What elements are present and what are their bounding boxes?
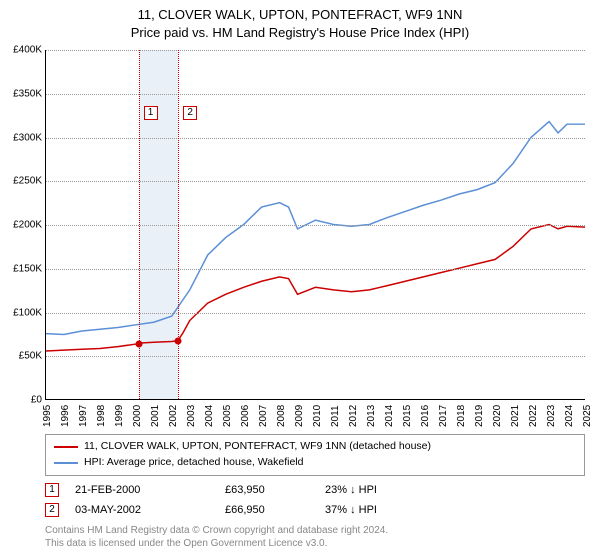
- title-address: 11, CLOVER WALK, UPTON, PONTEFRACT, WF9 …: [0, 6, 600, 24]
- data-point: [175, 338, 182, 345]
- marker-box-icon: 2: [45, 503, 59, 517]
- x-axis-label: 2010: [312, 405, 323, 427]
- x-axis-label: 2015: [402, 405, 413, 427]
- cell-price: £66,950: [225, 504, 325, 516]
- legend-swatch: [54, 446, 78, 448]
- legend-label: HPI: Average price, detached house, Wake…: [84, 455, 303, 471]
- cell-date: 03-MAY-2002: [75, 504, 225, 516]
- x-axis-label: 2006: [240, 405, 251, 427]
- gridline: [46, 225, 585, 226]
- x-axis-label: 2021: [510, 405, 521, 427]
- x-axis-label: 2019: [474, 405, 485, 427]
- y-axis-label: £300K: [13, 132, 46, 143]
- x-axis-label: 2020: [492, 405, 503, 427]
- legend-item: 11, CLOVER WALK, UPTON, PONTEFRACT, WF9 …: [54, 439, 576, 455]
- gridline: [46, 94, 585, 95]
- legend-swatch: [54, 462, 78, 464]
- x-axis-label: 2024: [564, 405, 575, 427]
- y-axis-label: £100K: [13, 307, 46, 318]
- legend-item: HPI: Average price, detached house, Wake…: [54, 455, 576, 471]
- x-axis-label: 1998: [96, 405, 107, 427]
- y-axis-label: £200K: [13, 220, 46, 231]
- x-axis-label: 2001: [150, 405, 161, 427]
- gridline: [46, 138, 585, 139]
- footnote: Contains HM Land Registry data © Crown c…: [45, 524, 388, 550]
- x-axis-label: 2025: [582, 405, 593, 427]
- marker-box-icon: 1: [144, 106, 158, 120]
- footnote-line: Contains HM Land Registry data © Crown c…: [45, 524, 388, 537]
- x-axis-label: 1995: [42, 405, 53, 427]
- x-axis-label: 2012: [348, 405, 359, 427]
- gridline: [46, 313, 585, 314]
- gridline: [46, 50, 585, 51]
- legend-label: 11, CLOVER WALK, UPTON, PONTEFRACT, WF9 …: [84, 439, 431, 455]
- y-axis-label: £400K: [13, 45, 46, 56]
- x-axis-label: 2002: [168, 405, 179, 427]
- chart-title: 11, CLOVER WALK, UPTON, PONTEFRACT, WF9 …: [0, 0, 600, 42]
- x-axis-label: 2008: [276, 405, 287, 427]
- x-axis-label: 2016: [420, 405, 431, 427]
- x-axis-label: 2022: [528, 405, 539, 427]
- x-axis-label: 2005: [222, 405, 233, 427]
- gridline: [46, 181, 585, 182]
- x-axis-label: 2009: [294, 405, 305, 427]
- cell-price: £63,950: [225, 484, 325, 496]
- x-axis-label: 1999: [114, 405, 125, 427]
- y-axis-label: £350K: [13, 88, 46, 99]
- x-axis-label: 2004: [204, 405, 215, 427]
- gridline: [46, 269, 585, 270]
- data-point: [135, 341, 142, 348]
- footnote-line: This data is licensed under the Open Gov…: [45, 537, 388, 550]
- gridline: [46, 356, 585, 357]
- x-axis-label: 1996: [60, 405, 71, 427]
- chart-container: { "title": { "line1": "11, CLOVER WALK, …: [0, 0, 600, 560]
- y-axis-label: £150K: [13, 263, 46, 274]
- cell-pct: 23% ↓ HPI: [325, 484, 445, 496]
- chart-legend: 11, CLOVER WALK, UPTON, PONTEFRACT, WF9 …: [45, 434, 585, 476]
- table-row: 1 21-FEB-2000 £63,950 23% ↓ HPI: [45, 480, 445, 500]
- cell-date: 21-FEB-2000: [75, 484, 225, 496]
- x-axis-label: 2000: [132, 405, 143, 427]
- x-axis-label: 2003: [186, 405, 197, 427]
- x-axis-label: 2017: [438, 405, 449, 427]
- y-axis-label: £50K: [19, 351, 46, 362]
- x-axis-label: 2007: [258, 405, 269, 427]
- marker-box-icon: 1: [45, 483, 59, 497]
- event-vline: [178, 50, 179, 399]
- series-line-hpi: [46, 122, 585, 335]
- chart-plot-area: £0£50K£100K£150K£200K£250K£300K£350K£400…: [45, 50, 585, 400]
- series-line-price_paid: [46, 225, 585, 352]
- x-axis-label: 2014: [384, 405, 395, 427]
- marker-box-icon: 2: [183, 106, 197, 120]
- transaction-table: 1 21-FEB-2000 £63,950 23% ↓ HPI 2 03-MAY…: [45, 480, 445, 520]
- table-row: 2 03-MAY-2002 £66,950 37% ↓ HPI: [45, 500, 445, 520]
- x-axis-label: 2018: [456, 405, 467, 427]
- cell-pct: 37% ↓ HPI: [325, 504, 445, 516]
- x-axis-label: 2023: [546, 405, 557, 427]
- x-axis-label: 2011: [330, 405, 341, 427]
- x-axis-label: 1997: [78, 405, 89, 427]
- y-axis-label: £250K: [13, 176, 46, 187]
- x-axis-label: 2013: [366, 405, 377, 427]
- title-subtitle: Price paid vs. HM Land Registry's House …: [0, 24, 600, 42]
